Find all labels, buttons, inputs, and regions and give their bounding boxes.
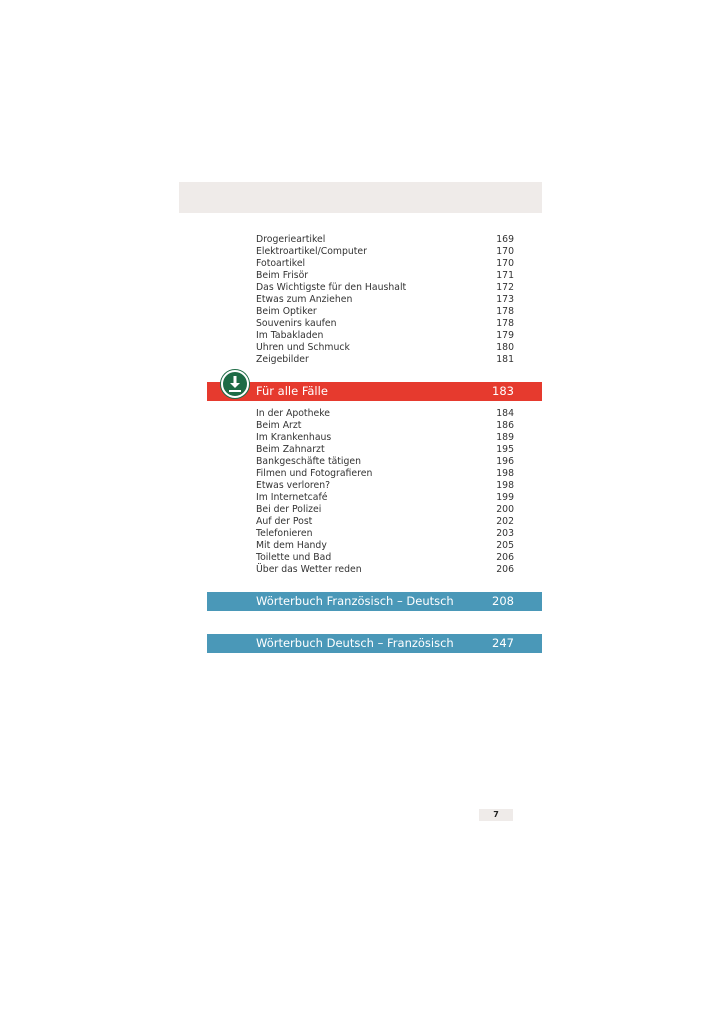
toc-entry-page: 170 [496, 246, 514, 257]
toc-entry-page: 184 [496, 408, 514, 419]
toc-entry-label: Im Internetcafé [256, 492, 328, 503]
toc-entry[interactable]: Drogerieartikel 169 [256, 234, 514, 246]
chapter-title: Wörterbuch Französisch – Deutsch [256, 594, 454, 608]
toc-list-shopping: Drogerieartikel 169 Elektroartikel/Compute… [256, 234, 514, 366]
toc-entry[interactable]: Bei der Polizei 200 [256, 504, 514, 516]
chapter-page: 208 [492, 594, 514, 608]
toc-entry[interactable]: Beim Zahnarzt 195 [256, 444, 514, 456]
toc-entry-page: 178 [496, 306, 514, 317]
toc-entry-page: 169 [496, 234, 514, 245]
toc-entry-label: Beim Arzt [256, 420, 302, 431]
toc-entry-label: Bankgeschäfte tätigen [256, 456, 362, 467]
toc-entry[interactable]: Auf der Post 202 [256, 516, 514, 528]
chapter-title: Für alle Fälle [256, 384, 328, 398]
toc-entry[interactable]: Im Krankenhaus 189 [256, 432, 514, 444]
toc-entry-page: 199 [496, 492, 514, 503]
toc-entry-label: Elektroartikel/Computer [256, 246, 367, 257]
toc-entry-label: Souvenirs kaufen [256, 318, 337, 329]
chapter-heading-dict-fr-de[interactable]: Wörterbuch Französisch – Deutsch 208 [207, 592, 542, 611]
toc-entry[interactable]: Fotoartikel 170 [256, 258, 514, 270]
toc-entry-label: Auf der Post [256, 516, 313, 527]
toc-entry-page: 189 [496, 432, 514, 443]
toc-entry[interactable]: Souvenirs kaufen 178 [256, 318, 514, 330]
toc-entry-label: Beim Frisör [256, 270, 309, 281]
toc-entry[interactable]: Toilette und Bad 206 [256, 552, 514, 564]
toc-entry-page: 180 [496, 342, 514, 353]
toc-entry-page: 205 [496, 540, 514, 551]
toc-entry-label: Zeigebilder [256, 354, 309, 365]
toc-entry[interactable]: Beim Optiker 178 [256, 306, 514, 318]
toc-entry[interactable]: Im Internetcafé 199 [256, 492, 514, 504]
chapter-page: 183 [492, 384, 514, 398]
toc-entry-label: Etwas verloren? [256, 480, 331, 491]
toc-entry-page: 173 [496, 294, 514, 305]
toc-entry[interactable]: Telefonieren 203 [256, 528, 514, 540]
toc-entry-page: 186 [496, 420, 514, 431]
toc-entry-page: 170 [496, 258, 514, 269]
toc-entry-page: 171 [496, 270, 514, 281]
toc-entry-page: 179 [496, 330, 514, 341]
toc-entry-label: Im Tabakladen [256, 330, 324, 341]
toc-list-emergencies: In der Apotheke 184 Beim Arzt 186 Im Kranken… [256, 408, 514, 576]
toc-entry[interactable]: Mit dem Handy 205 [256, 540, 514, 552]
toc-entry-label: Mit dem Handy [256, 540, 327, 551]
chapter-page: 247 [492, 636, 514, 650]
toc-entry-label: Das Wichtigste für den Haushalt [256, 282, 407, 293]
toc-entry-page: 181 [496, 354, 514, 365]
toc-entry[interactable]: In der Apotheke 184 [256, 408, 514, 420]
toc-entry-label: Über das Wetter reden [256, 564, 362, 575]
toc-entry-page: 195 [496, 444, 514, 455]
toc-entry-page: 202 [496, 516, 514, 527]
toc-entry[interactable]: Im Tabakladen 179 [256, 330, 514, 342]
toc-entry[interactable]: Bankgeschäfte tätigen 196 [256, 456, 514, 468]
toc-entry-label: Beim Optiker [256, 306, 317, 317]
toc-entry-label: Bei der Polizei [256, 504, 322, 515]
toc-entry[interactable]: Zeigebilder 181 [256, 354, 514, 366]
toc-entry-page: 206 [496, 564, 514, 575]
chapter-heading-fuer-alle-faelle[interactable]: Für alle Fälle 183 [207, 382, 542, 401]
toc-entry[interactable]: Über das Wetter reden 206 [256, 564, 514, 576]
toc-entry[interactable]: Elektroartikel/Computer 170 [256, 246, 514, 258]
toc-entry-label: Fotoartikel [256, 258, 306, 269]
toc-entry-page: 178 [496, 318, 514, 329]
toc-entry-page: 203 [496, 528, 514, 539]
toc-entry-label: Drogerieartikel [256, 234, 326, 245]
toc-entry-label: Etwas zum Anziehen [256, 294, 353, 305]
toc-entry-label: Uhren und Schmuck [256, 342, 350, 353]
page-number: 7 [479, 809, 513, 821]
toc-entry[interactable]: Beim Arzt 186 [256, 420, 514, 432]
toc-entry-page: 206 [496, 552, 514, 563]
toc-entry[interactable]: Etwas verloren? 198 [256, 480, 514, 492]
download-icon [221, 370, 249, 398]
toc-entry-page: 200 [496, 504, 514, 515]
toc-entry-label: Im Krankenhaus [256, 432, 332, 443]
toc-entry[interactable]: Das Wichtigste für den Haushalt 172 [256, 282, 514, 294]
chapter-heading-dict-de-fr[interactable]: Wörterbuch Deutsch – Französisch 247 [207, 634, 542, 653]
toc-entry-label: Beim Zahnarzt [256, 444, 325, 455]
toc-entry-page: 198 [496, 468, 514, 479]
toc-entry[interactable]: Beim Frisör 171 [256, 270, 514, 282]
toc-entry-page: 198 [496, 480, 514, 491]
toc-entry[interactable]: Filmen und Fotografieren 198 [256, 468, 514, 480]
toc-entry-label: In der Apotheke [256, 408, 330, 419]
chapter-title: Wörterbuch Deutsch – Französisch [256, 636, 454, 650]
toc-entry[interactable]: Uhren und Schmuck 180 [256, 342, 514, 354]
toc-entry-page: 172 [496, 282, 514, 293]
toc-entry-label: Filmen und Fotografieren [256, 468, 373, 479]
header-band [179, 182, 542, 213]
toc-entry[interactable]: Etwas zum Anziehen 173 [256, 294, 514, 306]
toc-entry-page: 196 [496, 456, 514, 467]
toc-entry-label: Toilette und Bad [256, 552, 332, 563]
toc-entry-label: Telefonieren [256, 528, 313, 539]
